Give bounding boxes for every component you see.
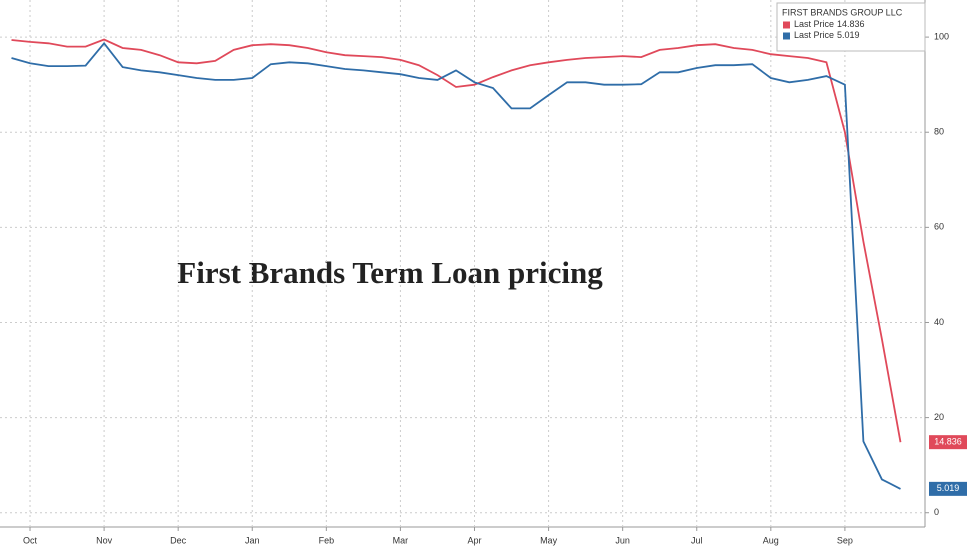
y-tick-label: 100 [934, 31, 949, 41]
x-tick-label: May [540, 535, 558, 545]
y-tick-label: 40 [934, 317, 944, 327]
x-tick-label: Aug [763, 535, 779, 545]
x-tick-label: Feb [319, 535, 335, 545]
y-tick-label: 20 [934, 412, 944, 422]
y-tick-label: 80 [934, 127, 944, 137]
legend-title: FIRST BRANDS GROUP LLC [782, 7, 903, 17]
x-tick-label: Jun [615, 535, 630, 545]
value-tag-label: 14.836 [934, 437, 962, 447]
x-tick-label: Apr [467, 535, 481, 545]
value-tag-label: 5.019 [937, 483, 960, 493]
legend-name: Last Price [794, 19, 834, 29]
legend: FIRST BRANDS GROUP LLC Last Price 14.836L… [776, 2, 926, 52]
value-tag [929, 435, 967, 450]
legend-swatch [783, 32, 790, 40]
legend-value: 5.019 [837, 30, 860, 40]
y-tick-label: 60 [934, 222, 944, 232]
x-tick-label: Sep [837, 535, 853, 545]
legend-entry: Last Price 14.836 [794, 19, 865, 29]
x-tick-label: Mar [393, 535, 409, 545]
x-tick-label: Dec [170, 535, 187, 545]
legend-value: 14.836 [837, 19, 865, 29]
legend-name: Last Price [794, 30, 834, 40]
legend-entry: Last Price 5.019 [794, 30, 860, 40]
annotation: First Brands Term Loan pricing [177, 255, 603, 290]
y-tick-label: 0 [934, 507, 939, 517]
value-tag [929, 481, 967, 496]
x-tick-label: Jul [691, 535, 703, 545]
x-tick-label: Oct [23, 535, 38, 545]
line-series [11, 41, 901, 490]
x-tick-label: Jan [245, 535, 260, 545]
x-tick-label: Nov [96, 535, 113, 545]
legend-box [776, 2, 926, 52]
line-series [11, 38, 902, 443]
legend-swatch [783, 21, 790, 29]
